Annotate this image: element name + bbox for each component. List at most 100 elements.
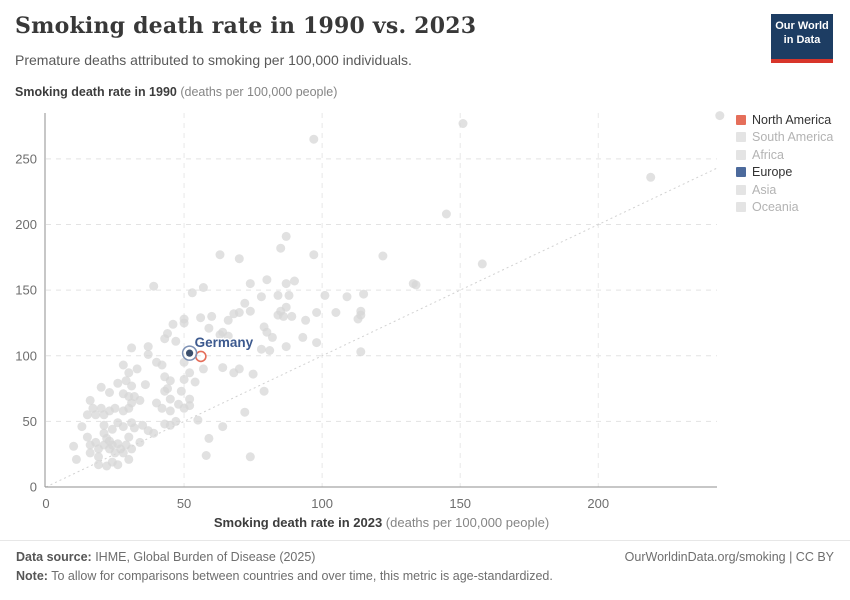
data-point[interactable] bbox=[281, 302, 291, 312]
data-point[interactable] bbox=[118, 422, 128, 432]
data-point[interactable] bbox=[287, 311, 297, 321]
data-point[interactable] bbox=[165, 376, 175, 386]
data-point[interactable] bbox=[715, 111, 725, 121]
highlight-dot-germany[interactable] bbox=[185, 349, 194, 357]
data-point[interactable] bbox=[218, 422, 228, 432]
data-point[interactable] bbox=[110, 403, 120, 413]
data-point[interactable] bbox=[378, 251, 388, 261]
data-point[interactable] bbox=[118, 448, 128, 458]
data-point[interactable] bbox=[118, 360, 128, 370]
data-point[interactable] bbox=[140, 380, 150, 390]
data-point[interactable] bbox=[196, 313, 206, 323]
data-point[interactable] bbox=[312, 338, 322, 348]
data-point[interactable] bbox=[124, 403, 134, 413]
data-point[interactable] bbox=[342, 292, 352, 302]
data-point[interactable] bbox=[124, 368, 134, 378]
data-point[interactable] bbox=[185, 368, 195, 378]
data-point[interactable] bbox=[149, 281, 159, 291]
data-point[interactable] bbox=[223, 315, 233, 325]
legend-item-south-america[interactable]: South America bbox=[736, 129, 833, 147]
data-point[interactable] bbox=[82, 432, 92, 442]
data-point[interactable] bbox=[265, 346, 275, 355]
data-point[interactable] bbox=[132, 364, 142, 374]
highlight-ring-germany[interactable] bbox=[181, 345, 198, 361]
data-point[interactable] bbox=[96, 382, 106, 392]
data-point[interactable] bbox=[113, 460, 123, 470]
data-point[interactable] bbox=[298, 332, 308, 342]
data-point[interactable] bbox=[176, 386, 186, 396]
data-point[interactable] bbox=[129, 423, 139, 433]
data-point[interactable] bbox=[127, 444, 137, 454]
data-point[interactable] bbox=[320, 290, 330, 300]
data-point[interactable] bbox=[256, 292, 266, 302]
data-point[interactable] bbox=[359, 289, 369, 299]
data-point[interactable] bbox=[82, 410, 92, 420]
data-point[interactable] bbox=[207, 311, 217, 321]
data-point[interactable] bbox=[198, 283, 208, 292]
data-point[interactable] bbox=[646, 172, 656, 182]
data-point[interactable] bbox=[71, 454, 81, 464]
data-point[interactable] bbox=[193, 415, 203, 425]
data-point[interactable] bbox=[85, 395, 95, 405]
data-point[interactable] bbox=[179, 318, 189, 328]
data-point[interactable] bbox=[229, 368, 239, 378]
data-point[interactable] bbox=[163, 384, 172, 394]
data-point[interactable] bbox=[234, 308, 244, 317]
data-point[interactable] bbox=[204, 433, 214, 443]
owid-logo[interactable]: Our World in Data bbox=[771, 14, 833, 63]
data-point[interactable] bbox=[331, 308, 341, 317]
data-point[interactable] bbox=[149, 428, 159, 438]
data-point[interactable] bbox=[168, 319, 178, 329]
data-point[interactable] bbox=[309, 250, 319, 260]
data-point[interactable] bbox=[138, 420, 148, 430]
data-point[interactable] bbox=[281, 342, 291, 352]
data-point[interactable] bbox=[157, 403, 167, 413]
data-point[interactable] bbox=[99, 410, 109, 420]
data-point[interactable] bbox=[143, 342, 153, 352]
data-point[interactable] bbox=[353, 314, 363, 324]
data-point[interactable] bbox=[284, 290, 294, 300]
data-point[interactable] bbox=[245, 279, 255, 289]
data-point[interactable] bbox=[215, 330, 225, 340]
data-point[interactable] bbox=[240, 298, 250, 308]
data-point[interactable] bbox=[135, 437, 145, 447]
data-point[interactable] bbox=[69, 441, 79, 451]
data-point[interactable] bbox=[127, 343, 137, 353]
highlight-ring-north-america[interactable] bbox=[195, 350, 207, 363]
data-point[interactable] bbox=[356, 347, 366, 357]
data-point[interactable] bbox=[124, 454, 134, 464]
data-point[interactable] bbox=[107, 424, 117, 434]
data-point[interactable] bbox=[171, 416, 181, 426]
data-point[interactable] bbox=[157, 360, 167, 370]
data-point[interactable] bbox=[273, 290, 283, 300]
data-point[interactable] bbox=[163, 329, 172, 338]
data-point[interactable] bbox=[143, 350, 153, 359]
legend-item-europe[interactable]: Europe bbox=[736, 164, 833, 182]
owid-link[interactable]: OurWorldinData.org/smoking | CC BY bbox=[624, 550, 834, 564]
country-label-germany[interactable]: Germany bbox=[193, 334, 255, 352]
data-point[interactable] bbox=[248, 369, 258, 379]
data-point[interactable] bbox=[259, 386, 269, 396]
data-point[interactable] bbox=[276, 243, 286, 253]
data-point[interactable] bbox=[256, 344, 266, 354]
data-point[interactable] bbox=[110, 448, 120, 458]
data-point[interactable] bbox=[105, 388, 114, 397]
data-point[interactable] bbox=[245, 306, 255, 316]
data-point[interactable] bbox=[165, 394, 175, 404]
legend-item-oceania[interactable]: Oceania bbox=[736, 199, 833, 217]
data-point[interactable] bbox=[218, 363, 228, 373]
data-point[interactable] bbox=[185, 394, 195, 404]
data-point[interactable] bbox=[135, 395, 145, 405]
data-point[interactable] bbox=[215, 250, 225, 260]
data-point[interactable] bbox=[458, 119, 468, 128]
data-point[interactable] bbox=[113, 378, 123, 388]
data-point[interactable] bbox=[127, 381, 137, 391]
data-point[interactable] bbox=[204, 323, 214, 333]
data-point[interactable] bbox=[234, 254, 244, 264]
scatter-plot[interactable]: 0 50 100 150 200 250 0 50 100 150 200 Germany bbox=[0, 0, 850, 540]
data-point[interactable] bbox=[77, 422, 87, 432]
data-point[interactable] bbox=[179, 374, 189, 384]
data-point[interactable] bbox=[411, 280, 421, 290]
data-point[interactable] bbox=[94, 460, 103, 470]
data-point[interactable] bbox=[309, 134, 319, 144]
